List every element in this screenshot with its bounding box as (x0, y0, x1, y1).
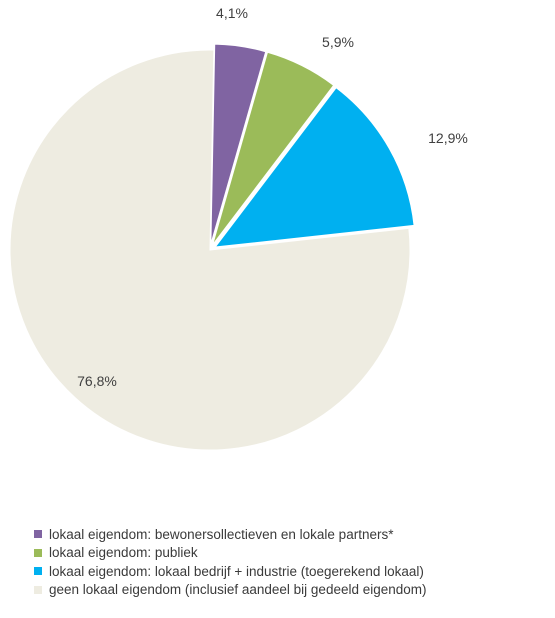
data-label: 4,1% (216, 5, 248, 21)
pie-slice (212, 51, 335, 245)
legend-item-geen-lokaal-eigendom: geen lokaal eigendom (inclusief aandeel … (34, 581, 427, 600)
pie-slice (214, 87, 415, 248)
legend: lokaal eigendom: bewonersollectieven en … (34, 525, 427, 599)
pie-chart: 4,1% 5,9% 12,9% 76,8% (9, 5, 468, 451)
legend-item-bewonerscollectieven: lokaal eigendom: bewonersollectieven en … (34, 525, 427, 544)
data-label: 76,8% (77, 373, 117, 389)
legend-item-publiek: lokaal eigendom: publiek (34, 544, 427, 563)
legend-swatch (34, 585, 42, 594)
pie-slice (9, 49, 411, 451)
pie-slice (210, 43, 267, 245)
legend-swatch (34, 567, 42, 576)
legend-item-lokaal-bedrijf: lokaal eigendom: lokaal bedrijf + indust… (34, 562, 427, 581)
data-label: 12,9% (428, 130, 468, 146)
legend-label: lokaal eigendom: publiek (49, 545, 198, 561)
legend-label: geen lokaal eigendom (inclusief aandeel … (49, 582, 427, 598)
data-label: 5,9% (322, 34, 354, 50)
legend-swatch (34, 548, 42, 557)
legend-label: lokaal eigendom: lokaal bedrijf + indust… (49, 563, 424, 579)
legend-label: lokaal eigendom: bewonersollectieven en … (49, 526, 394, 542)
legend-swatch (34, 530, 42, 539)
